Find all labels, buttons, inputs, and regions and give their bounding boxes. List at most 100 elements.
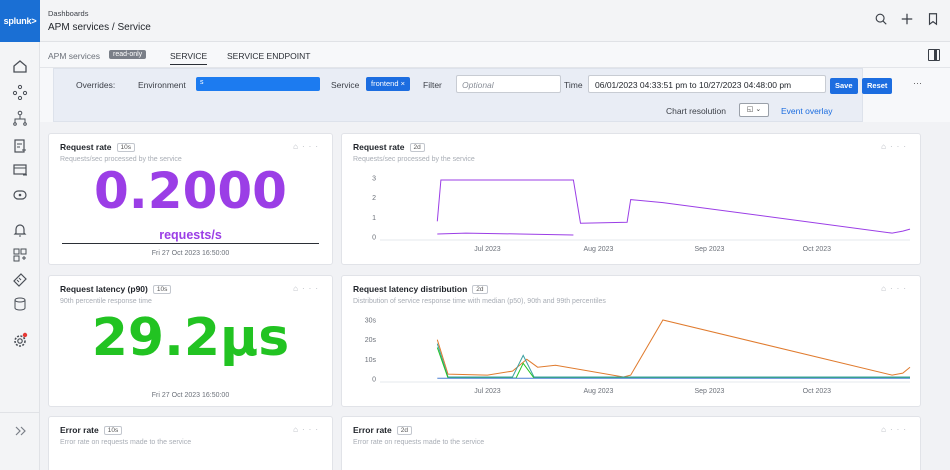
sidebar-footer xyxy=(0,412,40,470)
service-chip-frontend[interactable]: frontend × xyxy=(366,77,410,91)
x-tick-label: Jul 2023 xyxy=(474,246,501,253)
card-actions[interactable]: ⌂··· xyxy=(293,142,322,151)
card-subtitle: Requests/sec processed by the service xyxy=(60,156,182,163)
card-title: Error rate 10s xyxy=(60,425,123,435)
request-rate-line-chart: 3 2 1 0 Jul 2023 Aug 2023 Sep 2023 Oct 2023 xyxy=(372,176,911,253)
home-icon[interactable] xyxy=(10,56,30,76)
dashboards-icon[interactable] xyxy=(10,245,30,265)
x-tick-label: Sep 2023 xyxy=(694,388,724,395)
tab-service-endpoint[interactable]: SERVICE ENDPOINT xyxy=(227,51,311,61)
divider xyxy=(62,243,319,244)
service-label: Service xyxy=(331,80,360,90)
infrastructure-icon[interactable] xyxy=(10,82,30,102)
latency-single-card: Request latency (p90) 10s 90th percentile… xyxy=(48,275,333,407)
card-subtitle: Error rate on requests made to the servi… xyxy=(353,439,485,446)
resolution-badge: 2d xyxy=(396,426,412,435)
card-title: Request rate 10s xyxy=(60,142,135,152)
search-icon[interactable] xyxy=(874,12,888,31)
card-actions[interactable]: ⌂··· xyxy=(293,284,322,293)
breadcrumb-section[interactable]: Dashboards xyxy=(48,9,89,18)
time-range-input[interactable]: 06/01/2023 04:33:51 pm to 10/27/2023 04:… xyxy=(588,75,826,93)
y-tick-label: 1 xyxy=(372,215,376,222)
chart-resolution-label: Chart resolution xyxy=(666,106,727,116)
single-value: 0.2000 xyxy=(94,162,287,220)
card-subtitle: Distribution of service response time wi… xyxy=(353,298,606,305)
log-observer-icon[interactable] xyxy=(10,136,30,156)
database-icon[interactable] xyxy=(10,294,30,314)
series-line-0 xyxy=(436,319,911,378)
environment-label: Environment xyxy=(138,80,186,90)
resolution-badge: 10s xyxy=(103,426,123,435)
card-actions[interactable]: ⌂··· xyxy=(881,425,910,434)
panel-toggle-icon[interactable] xyxy=(928,49,940,61)
request-rate-chart-card: Request rate 2d Requests/sec processed by… xyxy=(341,133,921,265)
card-title: Request latency (p90) 10s xyxy=(60,284,172,294)
alerts-bell-icon[interactable] xyxy=(10,220,30,240)
page-title: APM services / Service xyxy=(48,22,151,33)
card-title: Request rate 2d xyxy=(353,142,425,152)
sidebar: splunk> xyxy=(0,0,40,470)
x-tick-label: Jul 2023 xyxy=(474,388,501,395)
card-title: Request latency distribution 2d xyxy=(353,284,488,294)
expand-sidebar-icon[interactable] xyxy=(10,421,30,441)
resolution-badge: 2d xyxy=(409,143,425,152)
card-subtitle: 90th percentile response time xyxy=(60,298,152,305)
y-tick-label: 0 xyxy=(372,377,376,384)
card-title-text: Error rate xyxy=(60,425,99,435)
event-overlay-link[interactable]: Event overlay xyxy=(781,106,833,116)
x-tick-label: Aug 2023 xyxy=(583,388,613,395)
card-actions[interactable]: ⌂··· xyxy=(881,142,910,151)
resolution-badge: 10s xyxy=(152,285,172,294)
series-line-1 xyxy=(437,232,574,236)
y-tick-label: 20s xyxy=(365,337,377,344)
card-title-text: Request latency (p90) xyxy=(60,284,148,294)
single-value: 29.2µs xyxy=(91,308,290,368)
add-icon[interactable] xyxy=(900,12,914,31)
reset-button[interactable]: Reset xyxy=(862,78,893,94)
header-actions xyxy=(874,12,940,31)
latency-line-chart: 30s 20s 10s 0 Jul 2023 Aug 2023 Sep 2023 Oct 20… xyxy=(365,318,911,395)
tag-icon[interactable] xyxy=(10,270,30,290)
environment-select[interactable]: s xyxy=(196,77,320,91)
time-label: Time xyxy=(564,80,583,90)
x-tick-label: Oct 2023 xyxy=(803,246,832,253)
overrides-bar: Overrides: Environment s Service fronten… xyxy=(40,68,950,122)
error-rate-chart-card: Error rate 2d Error rate on requests made… xyxy=(341,416,921,470)
synthetics-icon[interactable] xyxy=(10,160,30,180)
filter-label: Filter xyxy=(423,80,442,90)
card-actions[interactable]: ⌂··· xyxy=(293,425,322,434)
filter-input[interactable]: Optional xyxy=(456,75,561,93)
environment-value: s xyxy=(200,79,204,86)
card-subtitle: Requests/sec processed by the service xyxy=(353,156,475,163)
splunk-logo[interactable]: splunk> xyxy=(0,0,40,42)
tab-apm-services[interactable]: APM services xyxy=(48,51,100,61)
card-title: Error rate 2d xyxy=(353,425,412,435)
request-rate-single-card: Request rate 10s Requests/sec processed b… xyxy=(48,133,333,265)
x-tick-label: Oct 2023 xyxy=(803,388,832,395)
rum-icon[interactable] xyxy=(10,185,30,205)
tab-service[interactable]: SERVICE xyxy=(170,51,208,65)
latency-distribution-chart-card: Request latency distribution 2d Distribut… xyxy=(341,275,921,407)
apm-icon[interactable] xyxy=(10,108,30,128)
settings-gear-icon[interactable] xyxy=(10,330,30,350)
series-line-0 xyxy=(436,179,911,234)
save-button[interactable]: Save xyxy=(830,78,858,94)
resolution-badge: 10s xyxy=(116,143,135,152)
timestamp: Fri 27 Oct 2023 16:50:00 xyxy=(151,250,230,257)
chart-resolution-dropdown[interactable]: ◱ ⌄ xyxy=(739,103,769,117)
card-title-text: Request latency distribution xyxy=(353,284,468,294)
card-subtitle: Error rate on requests made to the servi… xyxy=(60,439,192,446)
x-tick-label: Sep 2023 xyxy=(694,246,724,253)
card-title-text: Error rate xyxy=(353,425,392,435)
y-tick-label: 3 xyxy=(372,176,376,183)
x-tick-label: Aug 2023 xyxy=(583,246,613,253)
bookmark-icon[interactable] xyxy=(926,12,940,31)
tab-row: APM services read-only SERVICE SERVICE E… xyxy=(40,42,950,68)
card-actions[interactable]: ⌂··· xyxy=(881,284,910,293)
y-tick-label: 2 xyxy=(372,195,376,202)
error-rate-single-card: Error rate 10s Error rate on requests mad… xyxy=(48,416,333,470)
overrides-label: Overrides: xyxy=(76,80,116,90)
timestamp: Fri 27 Oct 2023 16:50:00 xyxy=(151,392,230,399)
resolution-badge: 2d xyxy=(472,285,488,294)
more-options-icon[interactable]: ··· xyxy=(913,78,922,88)
